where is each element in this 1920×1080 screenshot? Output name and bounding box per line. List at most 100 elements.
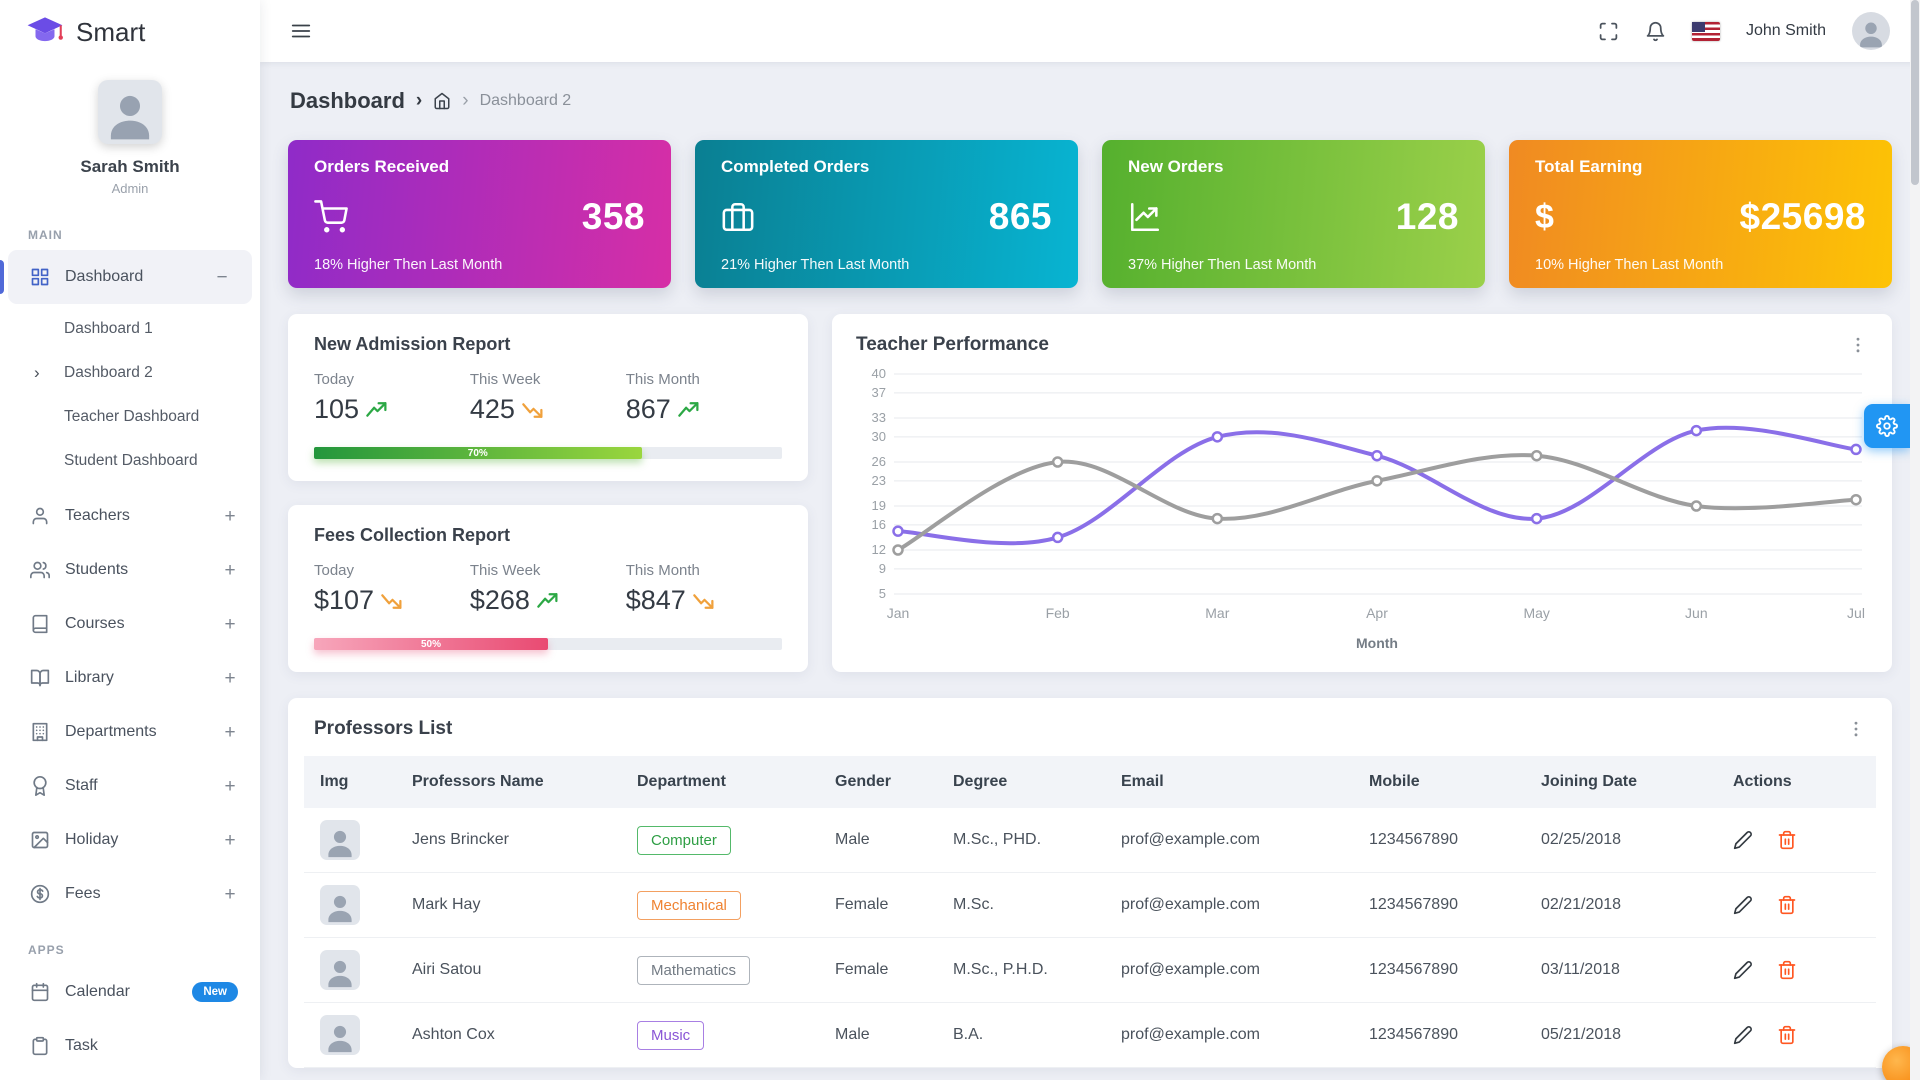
professor-gender: Female <box>819 872 937 938</box>
svg-text:Month: Month <box>1356 635 1398 651</box>
column-header: Joining Date <box>1525 756 1717 808</box>
expand-plus-icon[interactable] <box>222 615 238 634</box>
chevron-separator-icon <box>462 90 468 112</box>
trend-down-icon <box>522 401 545 419</box>
settings-fab-button[interactable] <box>1864 404 1910 448</box>
page-content: Dashboard Dashboard 2 Orders Received 35 <box>260 62 1920 1080</box>
topbar-user-name[interactable]: John Smith <box>1745 22 1826 39</box>
professor-joining-date: 05/21/2018 <box>1525 1002 1717 1068</box>
sidebar-item-dashboard-1[interactable]: Dashboard 1 <box>64 320 153 337</box>
section-label-apps: APPS <box>28 943 65 957</box>
chart-line-icon <box>1128 200 1162 234</box>
trend-down-icon <box>381 592 404 610</box>
professor-degree: M.Sc., P.H.D. <box>937 937 1105 1003</box>
professor-avatar <box>320 950 360 990</box>
fullscreen-icon[interactable] <box>1598 21 1619 42</box>
expand-plus-icon[interactable] <box>222 885 238 904</box>
task-icon <box>30 1036 50 1056</box>
table-header-row: Img Professors Name Department Gender De… <box>304 756 1876 808</box>
trash-icon[interactable] <box>1777 960 1797 980</box>
graduation-cap-logo-icon <box>26 15 64 49</box>
topbar-avatar[interactable] <box>1852 12 1890 50</box>
profile-avatar[interactable] <box>98 80 162 144</box>
department-badge: Computer <box>637 825 731 855</box>
collapse-minus-icon[interactable] <box>214 268 230 287</box>
brand[interactable]: Smart <box>0 0 260 64</box>
sidebar-item-holiday[interactable]: Holiday <box>0 813 260 867</box>
bell-icon[interactable] <box>1645 21 1666 42</box>
professor-joining-date: 03/11/2018 <box>1525 937 1717 1003</box>
svg-text:Mar: Mar <box>1205 605 1229 621</box>
expand-plus-icon[interactable] <box>222 777 238 796</box>
sidebar-item-courses[interactable]: Courses <box>0 597 260 651</box>
sidebar-item-teachers[interactable]: Teachers <box>0 489 260 543</box>
trash-icon[interactable] <box>1777 830 1797 850</box>
menu-toggle-icon[interactable] <box>290 20 312 42</box>
kebab-menu-icon[interactable] <box>1846 719 1866 739</box>
trend-up-icon <box>366 401 389 419</box>
sidebar-item-calendar[interactable]: Calendar New <box>0 965 260 1019</box>
fees-collection-report-card: Fees Collection Report Today $107 This W… <box>288 505 808 672</box>
sidebar-item-library[interactable]: Library <box>0 651 260 705</box>
professor-joining-date: 02/25/2018 <box>1525 808 1717 873</box>
sidebar-item-staff[interactable]: Staff <box>0 759 260 813</box>
expand-plus-icon[interactable] <box>222 561 238 580</box>
sidebar-item-dashboard[interactable]: Dashboard <box>0 250 252 304</box>
sidebar-item-fees[interactable]: Fees <box>0 867 260 921</box>
svg-text:May: May <box>1523 605 1549 621</box>
professor-mobile: 1234567890 <box>1353 1002 1525 1068</box>
professor-avatar <box>320 885 360 925</box>
edit-icon[interactable] <box>1733 1025 1753 1045</box>
us-flag-icon[interactable] <box>1691 21 1720 41</box>
column-header: Degree <box>937 756 1105 808</box>
fees-month: This Month $847 <box>626 562 782 616</box>
sidebar-item-teacher-dashboard[interactable]: Teacher Dashboard <box>64 408 200 425</box>
expand-plus-icon[interactable] <box>222 723 238 742</box>
svg-text:Jul: Jul <box>1847 605 1865 621</box>
svg-text:Apr: Apr <box>1366 605 1388 621</box>
page-scrollbar[interactable] <box>1910 0 1920 1080</box>
scrollbar-thumb[interactable] <box>1911 0 1919 185</box>
expand-plus-icon[interactable] <box>222 507 238 526</box>
new-admission-report-card: New Admission Report Today 105 This Week… <box>288 314 808 481</box>
edit-icon[interactable] <box>1733 830 1753 850</box>
professor-gender: Female <box>819 937 937 1003</box>
dollar-icon <box>1535 198 1554 237</box>
brand-name: Smart <box>76 16 146 47</box>
column-header: Professors Name <box>396 756 621 808</box>
professor-joining-date: 02/21/2018 <box>1525 872 1717 938</box>
sidebar-item-student-dashboard[interactable]: Student Dashboard <box>64 452 198 469</box>
stat-value: 358 <box>581 196 645 237</box>
trash-icon[interactable] <box>1777 895 1797 915</box>
sidebar-item-task[interactable]: Task <box>0 1019 260 1073</box>
expand-plus-icon[interactable] <box>222 831 238 850</box>
fees-today: Today $107 <box>314 562 470 616</box>
professors-list-card: Professors List Img Professors Name Depa… <box>288 698 1892 1068</box>
sidebar-item-students[interactable]: Students <box>0 543 260 597</box>
breadcrumb-root[interactable]: Dashboard <box>290 88 405 113</box>
svg-text:5: 5 <box>879 586 886 601</box>
edit-icon[interactable] <box>1733 960 1753 980</box>
professor-degree: M.Sc. <box>937 872 1105 938</box>
professor-email: prof@example.com <box>1105 937 1353 1003</box>
admission-week: This Week 425 <box>470 371 626 425</box>
sidebar-item-dashboard-2[interactable]: Dashboard 2 <box>0 351 260 395</box>
stat-subtitle: 10% Higher Then Last Month <box>1535 257 1724 273</box>
svg-text:33: 33 <box>872 410 886 425</box>
expand-plus-icon[interactable] <box>222 669 238 688</box>
breadcrumb-current: Dashboard 2 <box>479 92 572 109</box>
trash-icon[interactable] <box>1777 1025 1797 1045</box>
home-icon[interactable] <box>433 92 451 110</box>
table-row: Mark Hay Mechanical Female M.Sc. prof@ex… <box>304 872 1876 938</box>
svg-text:37: 37 <box>872 385 886 400</box>
svg-text:Jun: Jun <box>1685 605 1708 621</box>
professor-email: prof@example.com <box>1105 872 1353 938</box>
svg-text:23: 23 <box>872 473 886 488</box>
kebab-menu-icon[interactable] <box>1848 335 1868 355</box>
table-row: Airi Satou Mathematics Female M.Sc., P.H… <box>304 937 1876 1003</box>
edit-icon[interactable] <box>1733 895 1753 915</box>
stat-card-new-orders: New Orders 128 37% Higher Then Last Mont… <box>1102 140 1485 288</box>
sidebar-item-departments[interactable]: Departments <box>0 705 260 759</box>
trend-up-icon <box>537 592 560 610</box>
